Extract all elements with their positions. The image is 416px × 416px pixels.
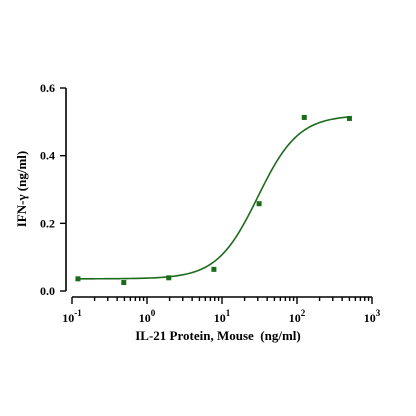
x-tick-label: 100 <box>139 308 156 325</box>
x-tick-base: 10 <box>364 311 376 325</box>
data-point <box>301 114 307 120</box>
data-point <box>256 201 262 207</box>
x-tick-base: 10 <box>139 311 151 325</box>
y-tick-label: 0.0 <box>40 284 55 298</box>
y-tick-label: 0.6 <box>40 81 55 95</box>
y-tick-label: 0.2 <box>40 216 55 230</box>
x-tick-exponent: 1 <box>226 308 231 318</box>
data-point <box>211 266 217 272</box>
y-ticks: 0.0 0.2 0.4 0.6 <box>40 81 66 298</box>
x-tick-base: 10 <box>214 311 226 325</box>
x-tick-exponent: -1 <box>74 308 82 318</box>
x-tick-base: 10 <box>62 311 74 325</box>
x-axis: 10-1 100 101 102 103 <box>62 296 381 325</box>
data-point <box>346 115 352 121</box>
fit-curve <box>77 116 350 280</box>
y-tick-label: 0.4 <box>40 149 55 163</box>
x-tick-exponent: 0 <box>151 308 156 318</box>
data-point <box>166 275 172 281</box>
x-tick-label: 10-1 <box>62 308 82 325</box>
x-tick-label: 103 <box>364 308 381 325</box>
y-axis-title: IFN-γ (ng/ml) <box>14 151 29 228</box>
x-tick-label: 101 <box>214 308 231 325</box>
x-ticks: 10-1 100 101 102 103 <box>62 297 381 325</box>
data-point <box>75 276 81 282</box>
x-tick-exponent: 3 <box>376 308 381 318</box>
y-axis: 0.0 0.2 0.4 0.6 <box>40 81 67 298</box>
x-tick-label: 102 <box>289 308 306 325</box>
x-axis-title: IL-21 Protein, Mouse (ng/ml) <box>135 328 301 343</box>
x-tick-exponent: 2 <box>301 308 306 318</box>
data-points <box>75 114 352 286</box>
data-point <box>121 280 127 286</box>
x-tick-base: 10 <box>289 311 301 325</box>
